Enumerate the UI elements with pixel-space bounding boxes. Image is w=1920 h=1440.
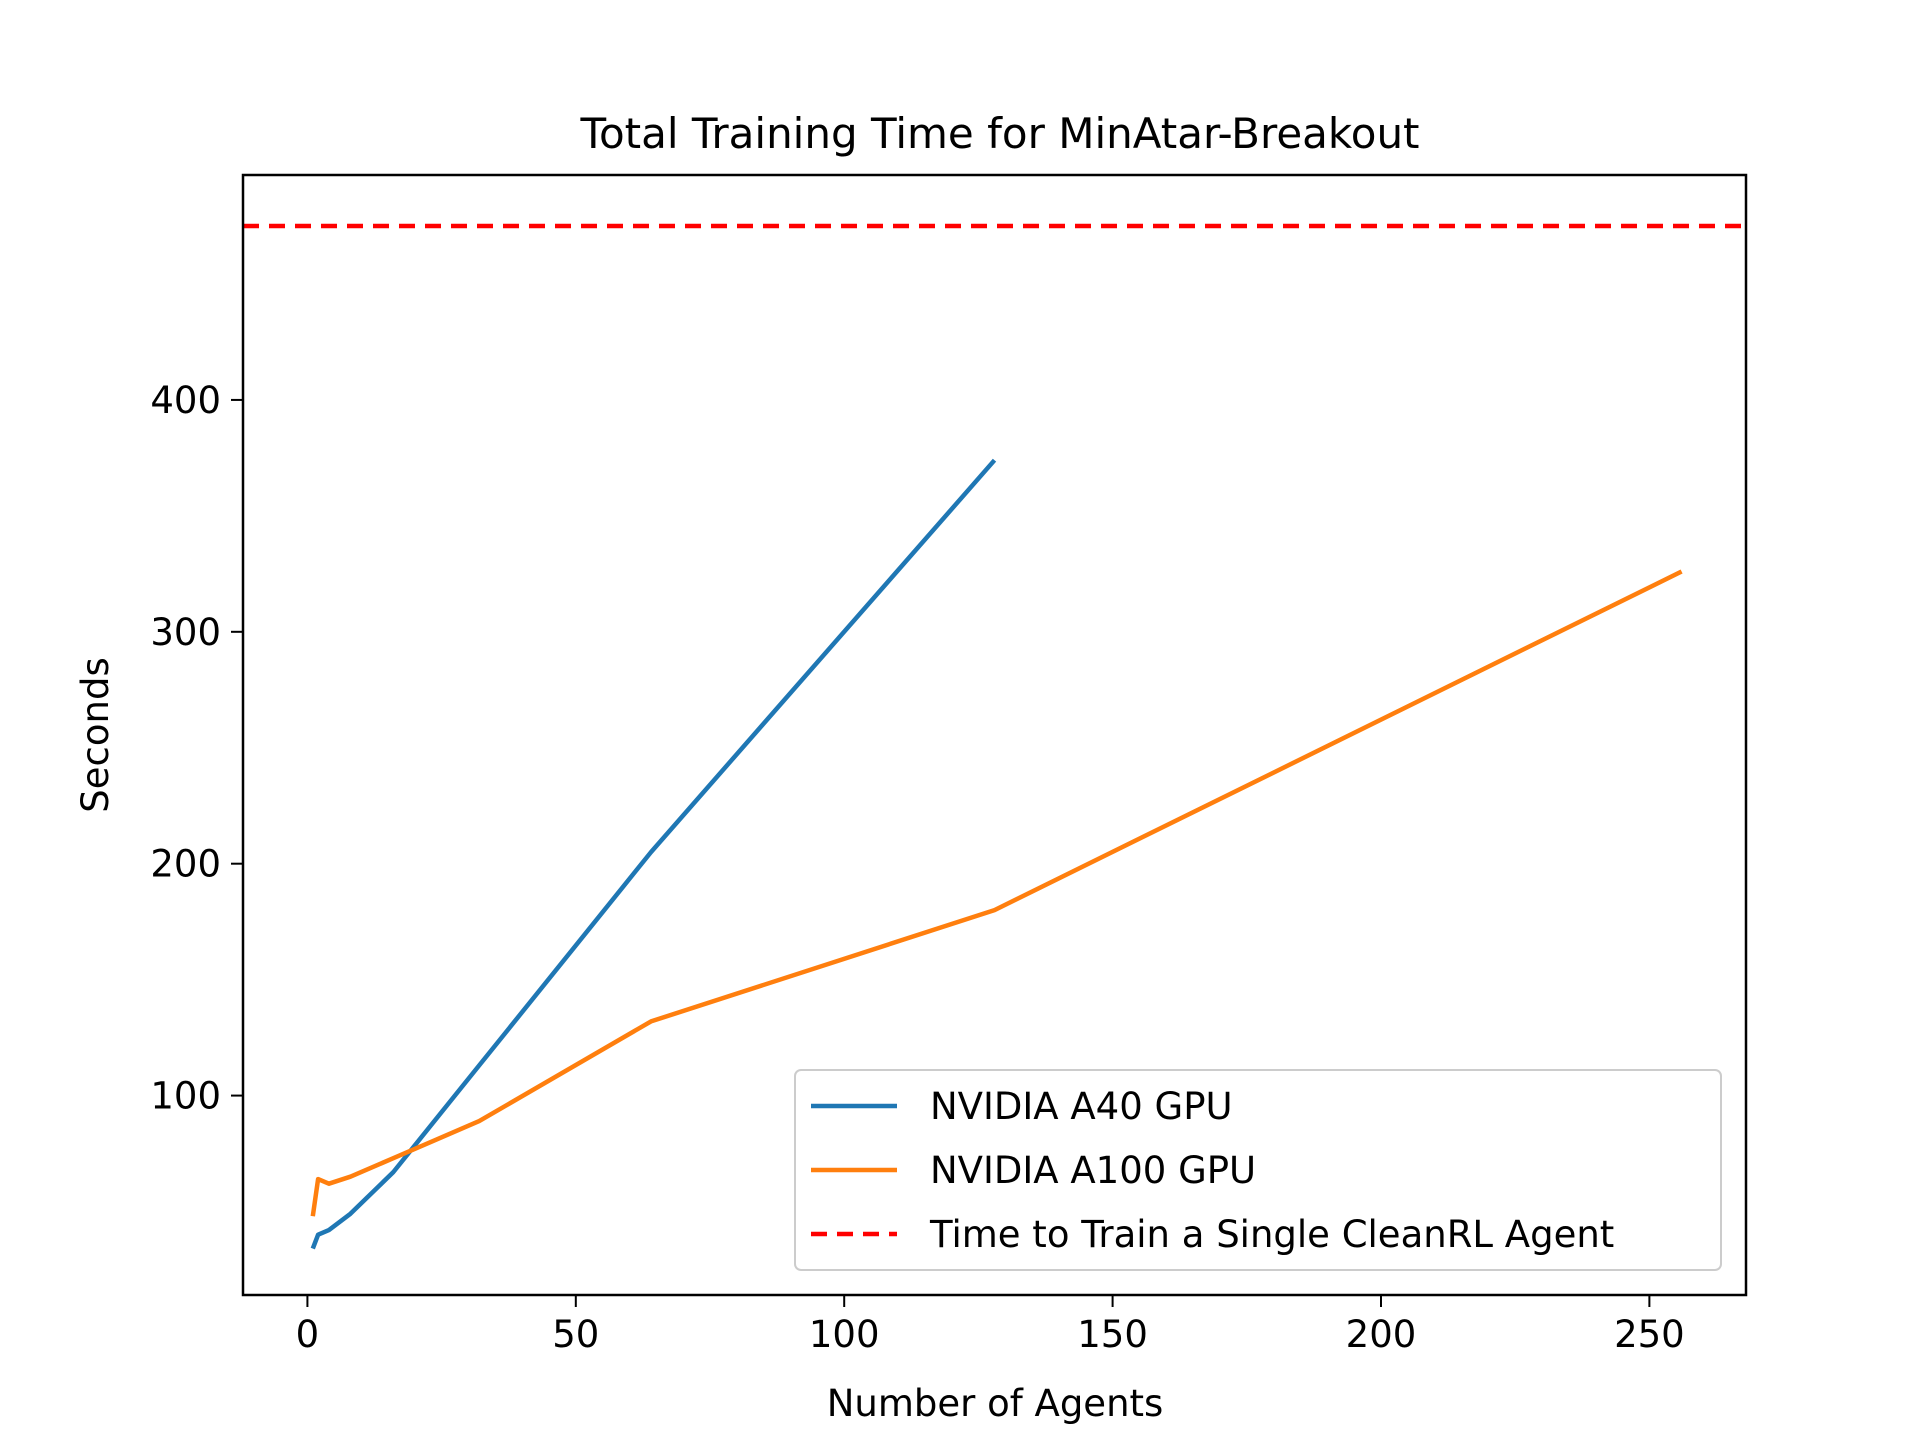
x-tick-label: 50 <box>552 1313 599 1356</box>
y-axis-ticks: 100 200 300 400 <box>150 379 243 1118</box>
x-axis-ticks: 0 50 100 150 200 250 <box>296 1295 1685 1356</box>
y-tick-label: 100 <box>150 1075 221 1118</box>
legend-label: NVIDIA A40 GPU <box>930 1085 1233 1128</box>
legend-box <box>794 1069 1722 1271</box>
legend: NVIDIA A40 GPU NVIDIA A100 GPU Time to Tra… <box>794 1069 1722 1271</box>
x-tick-label: 100 <box>809 1313 880 1356</box>
y-tick-label: 300 <box>150 611 221 654</box>
series-layer <box>243 223 1746 1250</box>
series-line-2 <box>310 569 1683 1217</box>
y-axis-label: Seconds <box>74 657 117 812</box>
y-tick-label: 200 <box>150 843 221 886</box>
x-tick-label: 200 <box>1346 1313 1417 1356</box>
legend-label: Time to Train a Single CleanRL Agent <box>929 1213 1614 1256</box>
x-axis-label: Number of Agents <box>827 1382 1164 1425</box>
legend-label: NVIDIA A100 GPU <box>930 1149 1256 1192</box>
series-line-1 <box>310 458 997 1250</box>
x-tick-label: 0 <box>296 1313 320 1356</box>
plot-frame <box>241 173 1748 1297</box>
y-tick-label: 400 <box>150 379 221 422</box>
x-tick-label: 150 <box>1077 1313 1148 1356</box>
x-tick-label: 250 <box>1614 1313 1685 1356</box>
chart-title: Total Training Time for MinAtar-Breakout <box>579 109 1419 158</box>
